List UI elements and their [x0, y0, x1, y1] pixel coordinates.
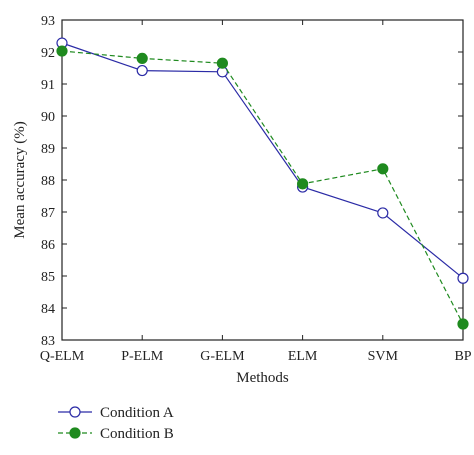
series-line	[61, 42, 464, 279]
y-tick-label: 85	[41, 270, 55, 285]
y-tick-label: 83	[41, 334, 55, 349]
x-tick-label: ELM	[288, 349, 318, 364]
x-axis-title: Methods	[236, 370, 289, 386]
series-condition-b	[56, 45, 469, 330]
legend-label: Condition B	[100, 426, 174, 442]
y-tick-label: 90	[41, 110, 55, 125]
legend-item: Condition A	[58, 405, 174, 421]
y-axis-title: Mean accuracy (%)	[12, 121, 28, 238]
y-tick-label: 86	[41, 238, 55, 253]
y-tick-label: 84	[41, 302, 55, 317]
data-point	[457, 318, 469, 330]
plot-frame	[61, 19, 464, 341]
legend-label: Condition A	[100, 405, 174, 421]
y-axis: 83 84 85 86 87 88 89 90 91 92 93	[41, 14, 463, 349]
y-tick-label: 92	[41, 46, 55, 61]
data-point	[56, 45, 68, 57]
y-tick-label: 88	[41, 174, 55, 189]
y-tick-label: 89	[41, 142, 55, 157]
data-point	[136, 64, 148, 77]
data-point	[216, 57, 228, 69]
legend-item: Condition B	[58, 426, 174, 442]
data-point	[377, 163, 389, 175]
legend-marker	[69, 406, 81, 418]
x-tick-label: P-ELM	[121, 349, 164, 364]
data-point	[377, 207, 389, 219]
series-condition-a	[56, 37, 469, 284]
x-axis: Q-ELM P-ELM G-ELM ELM SVM BP	[40, 20, 472, 364]
y-tick-label: 87	[41, 206, 55, 221]
data-point	[136, 52, 148, 65]
legend-marker	[69, 427, 81, 439]
x-tick-label: SVM	[368, 349, 399, 364]
x-tick-label: G-ELM	[200, 349, 245, 364]
series-layer	[56, 37, 469, 330]
y-tick-label: 93	[41, 14, 55, 29]
x-tick-label: BP	[454, 349, 471, 364]
data-point	[297, 178, 309, 190]
legend: Condition A Condition B	[58, 405, 174, 442]
y-tick-label: 91	[41, 78, 55, 93]
series-line	[61, 50, 464, 325]
data-point	[457, 272, 469, 284]
x-tick-label: Q-ELM	[40, 349, 85, 364]
